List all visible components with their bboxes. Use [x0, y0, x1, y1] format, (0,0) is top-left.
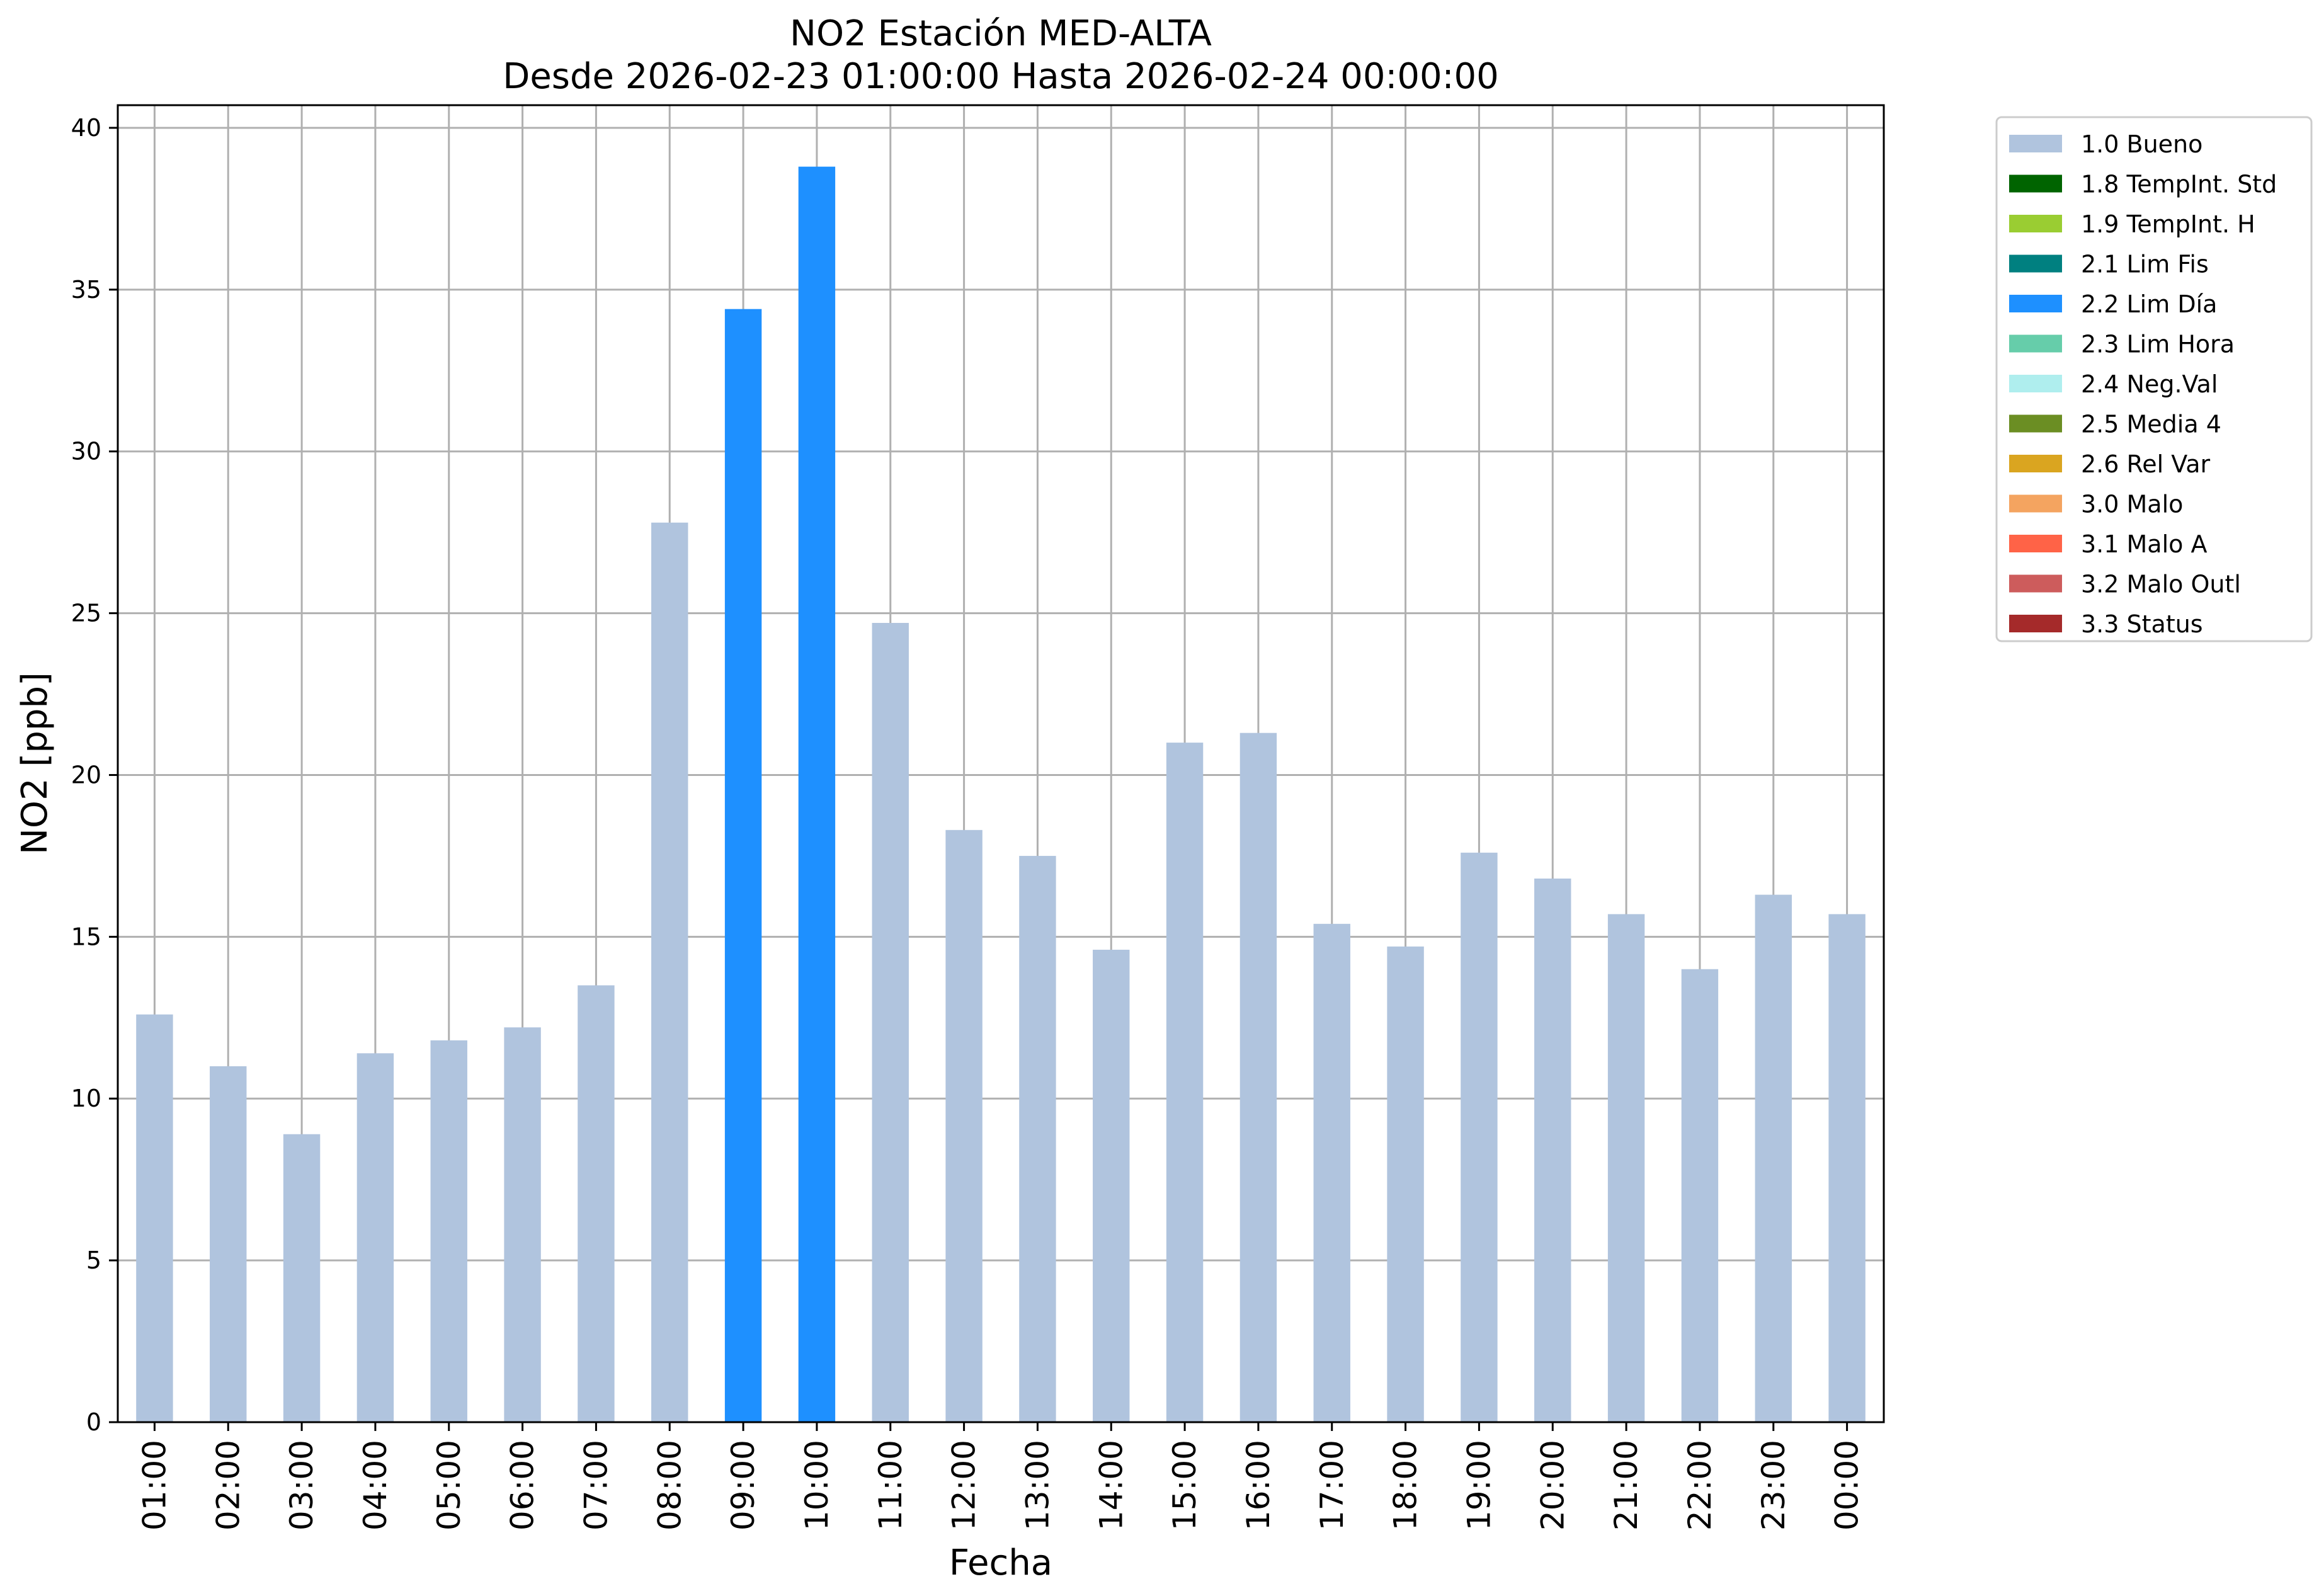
- legend-swatch: [2009, 254, 2062, 273]
- chart-subtitle: Desde 2026-02-23 01:00:00 Hasta 2026-02-…: [503, 56, 1499, 97]
- bar-1200: [945, 829, 983, 1422]
- bar-0100: [136, 1014, 173, 1422]
- legend-label: 2.5 Media 4: [2081, 411, 2221, 438]
- bar-1600: [1239, 732, 1277, 1422]
- x-tick-label: 22:00: [1682, 1440, 1718, 1530]
- bar-1800: [1387, 946, 1424, 1422]
- bar-0200: [210, 1066, 247, 1422]
- legend-swatch: [2009, 414, 2062, 433]
- x-tick-label: 08:00: [651, 1440, 688, 1530]
- x-axis-label: Fecha: [949, 1542, 1052, 1583]
- bar-0300: [283, 1134, 321, 1422]
- legend-swatch: [2009, 494, 2062, 513]
- x-tick-label: 11:00: [872, 1440, 909, 1530]
- bar-2100: [1607, 914, 1645, 1422]
- legend-swatch: [2009, 334, 2062, 353]
- legend-label: 2.6 Rel Var: [2081, 450, 2211, 478]
- x-tick-label: 09:00: [725, 1440, 761, 1530]
- legend-label: 3.0 Malo: [2081, 491, 2183, 518]
- bar-1400: [1093, 949, 1130, 1422]
- legend-label: 3.3 Status: [2081, 610, 2203, 638]
- bar-2000: [1534, 878, 1571, 1422]
- y-tick-label: 20: [71, 761, 101, 789]
- bar-1000: [798, 166, 836, 1422]
- x-tick-label: 14:00: [1093, 1440, 1129, 1530]
- bar-0800: [651, 522, 688, 1422]
- legend-label: 1.0 Bueno: [2081, 130, 2202, 158]
- x-tick-label: 20:00: [1534, 1440, 1571, 1530]
- legend-swatch: [2009, 615, 2062, 632]
- x-tick-label: 21:00: [1608, 1440, 1644, 1530]
- x-tick-label: 04:00: [357, 1440, 394, 1530]
- x-tick-label: 15:00: [1166, 1440, 1203, 1530]
- x-axis: 01:00 02:00 03:00 04:00 05:00 06:00 07:00 08:00…: [136, 1422, 1866, 1530]
- legend-swatch: [2009, 375, 2062, 392]
- bar-1500: [1166, 743, 1204, 1422]
- legend-label: 2.2 Lim Día: [2081, 290, 2217, 318]
- y-tick-label: 10: [71, 1085, 101, 1112]
- y-tick-label: 25: [71, 600, 101, 627]
- legend-swatch: [2009, 455, 2062, 472]
- legend-label: 1.8 TempInt. Std: [2081, 171, 2277, 198]
- x-tick-label: 16:00: [1240, 1440, 1277, 1530]
- x-tick-label: 19:00: [1461, 1440, 1497, 1530]
- x-tick-label: 03:00: [283, 1440, 320, 1530]
- legend-swatch: [2009, 135, 2062, 152]
- legend-label: 2.1 Lim Fis: [2081, 251, 2209, 278]
- legend-swatch: [2009, 295, 2062, 312]
- legend-frame: [1995, 116, 2313, 642]
- y-tick-label: 5: [86, 1246, 101, 1274]
- legend-swatch: [2009, 174, 2062, 193]
- legend-swatch: [2009, 574, 2062, 593]
- x-tick-label: 18:00: [1387, 1440, 1424, 1530]
- x-tick-label: 02:00: [210, 1440, 246, 1530]
- x-tick-label: 06:00: [504, 1440, 541, 1530]
- y-tick-label: 0: [86, 1408, 101, 1436]
- y-tick-label: 15: [71, 923, 101, 950]
- bar-2200: [1681, 969, 1719, 1422]
- chart-title: NO2 Estación MED-ALTA: [790, 13, 1212, 54]
- plot-frame: [117, 104, 1885, 1423]
- legend-swatch: [2009, 535, 2062, 552]
- y-axis-label: NO2 [ppb]: [14, 672, 55, 855]
- legend-label: 2.4 Neg.Val: [2081, 370, 2218, 398]
- bar-1100: [872, 623, 909, 1422]
- legend: 1.0 Bueno 1.8 TempInt. Std 1.9 TempInt. H 2…: [1995, 116, 2313, 642]
- bar-1300: [1019, 855, 1056, 1422]
- bar-0700: [578, 985, 615, 1422]
- x-tick-label: 10:00: [799, 1440, 835, 1530]
- bar-0400: [356, 1053, 394, 1422]
- bars: [136, 166, 1866, 1422]
- x-tick-label: 05:00: [431, 1440, 467, 1530]
- bar-1700: [1313, 923, 1350, 1422]
- x-tick-label: 12:00: [946, 1440, 983, 1530]
- legend-swatch: [2009, 215, 2062, 232]
- bar-1900: [1461, 852, 1498, 1422]
- y-tick-label: 35: [71, 276, 101, 304]
- x-tick-label: 23:00: [1755, 1440, 1792, 1530]
- bar-0900: [724, 309, 762, 1422]
- x-tick-label: 00:00: [1829, 1440, 1866, 1530]
- y-tick-label: 40: [71, 114, 101, 142]
- legend-label: 2.3 Lim Hora: [2081, 331, 2235, 358]
- legend-label: 3.1 Malo A: [2081, 530, 2207, 558]
- bar-0500: [430, 1040, 467, 1422]
- y-tick-label: 30: [71, 438, 101, 465]
- legend-label: 1.9 TempInt. H: [2081, 210, 2255, 238]
- x-tick-label: 07:00: [578, 1440, 614, 1530]
- x-tick-label: 17:00: [1314, 1440, 1350, 1530]
- bar-2300: [1755, 894, 1792, 1422]
- x-tick-label: 01:00: [136, 1440, 173, 1530]
- legend-label: 3.2 Malo Outl: [2081, 571, 2241, 598]
- x-tick-label: 13:00: [1019, 1440, 1056, 1530]
- y-axis: 0 5 10 15 20 25 30 35 40: [71, 114, 118, 1436]
- bar-0600: [504, 1027, 541, 1422]
- bar-0000: [1828, 914, 1866, 1422]
